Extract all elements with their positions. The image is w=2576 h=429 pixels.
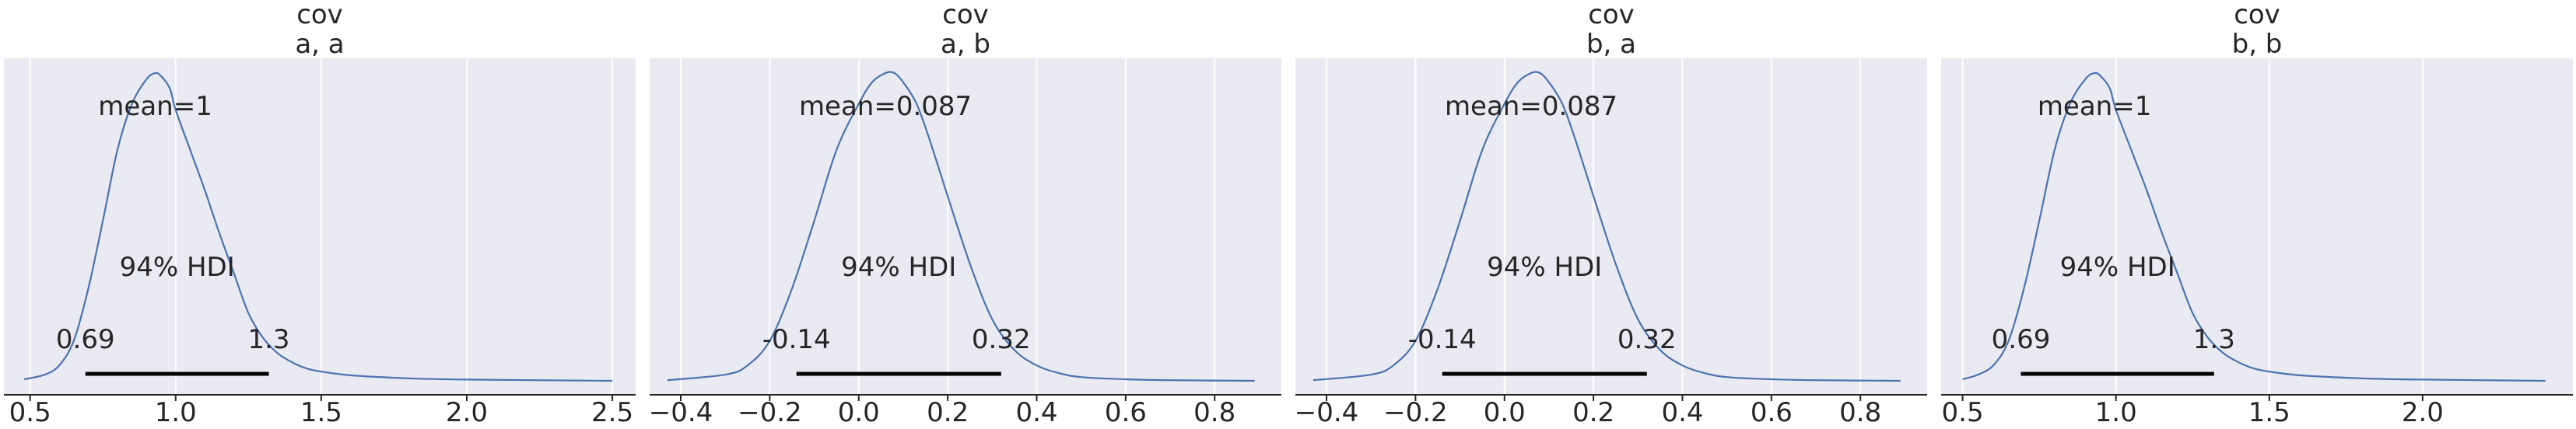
hdi-high-label: 1.3 [2193, 324, 2235, 355]
x-tick-label: −0.4 [649, 397, 713, 428]
x-tick-label: 0.5 [9, 397, 51, 428]
plot-area [4, 58, 636, 395]
panel-title: cov [942, 0, 989, 30]
hdi-low-label: 0.69 [1992, 324, 2051, 355]
hdi-low-label: -0.14 [1408, 324, 1477, 355]
hdi-label: 94% HDI [2060, 252, 2175, 283]
x-tick-label: 0.6 [1105, 397, 1147, 428]
plot-area [650, 58, 1281, 395]
mean-label: mean=1 [2038, 91, 2152, 122]
panel-subtitle: a, b [941, 29, 990, 60]
panel-title: cov [296, 0, 343, 30]
hdi-label: 94% HDI [1487, 252, 1602, 283]
x-tick-label: 0.4 [1015, 397, 1057, 428]
x-tick-label: −0.2 [1383, 397, 1448, 428]
x-tick-label: 0.0 [838, 397, 880, 428]
x-tick-label: 0.8 [1193, 397, 1235, 428]
x-tick-label: 1.5 [300, 397, 342, 428]
plot-area [1941, 58, 2573, 395]
x-tick-label: 0.8 [1839, 397, 1881, 428]
hdi-label: 94% HDI [120, 252, 235, 283]
hdi-high-label: 0.32 [972, 324, 1031, 355]
x-tick-label: 1.0 [2095, 397, 2137, 428]
x-tick-label: 0.0 [1484, 397, 1526, 428]
panel-subtitle: b, b [2232, 29, 2283, 60]
hdi-label: 94% HDI [841, 252, 956, 283]
mean-label: mean=0.087 [1445, 91, 1617, 122]
x-tick-label: 0.6 [1751, 397, 1793, 428]
x-tick-label: 1.0 [155, 397, 197, 428]
panel-title: cov [2234, 0, 2280, 30]
panel-title: cov [1588, 0, 1635, 30]
mean-label: mean=1 [98, 91, 212, 122]
x-tick-label: 0.5 [1942, 397, 1984, 428]
x-tick-label: 2.0 [446, 397, 488, 428]
x-tick-label: 0.2 [1572, 397, 1614, 428]
x-tick-label: 0.4 [1661, 397, 1703, 428]
x-tick-label: 1.5 [2248, 397, 2290, 428]
hdi-high-label: 0.32 [1617, 324, 1677, 355]
plot-area [1295, 58, 1927, 395]
density-line [1962, 72, 2546, 382]
hdi-low-label: -0.14 [762, 324, 831, 355]
density-line [23, 72, 613, 382]
hdi-low-label: 0.69 [56, 324, 115, 355]
density-line [667, 71, 1255, 382]
mean-label: mean=0.087 [799, 91, 972, 122]
x-tick-label: 0.2 [927, 397, 969, 428]
x-tick-label: 2.0 [2402, 397, 2444, 428]
x-tick-label: −0.4 [1295, 397, 1359, 428]
x-tick-label: 2.5 [591, 397, 633, 428]
density-line [1313, 71, 1901, 382]
x-tick-label: −0.2 [738, 397, 802, 428]
panel-subtitle: b, a [1586, 29, 1636, 60]
panel-subtitle: a, a [295, 29, 344, 60]
hdi-high-label: 1.3 [247, 324, 289, 355]
